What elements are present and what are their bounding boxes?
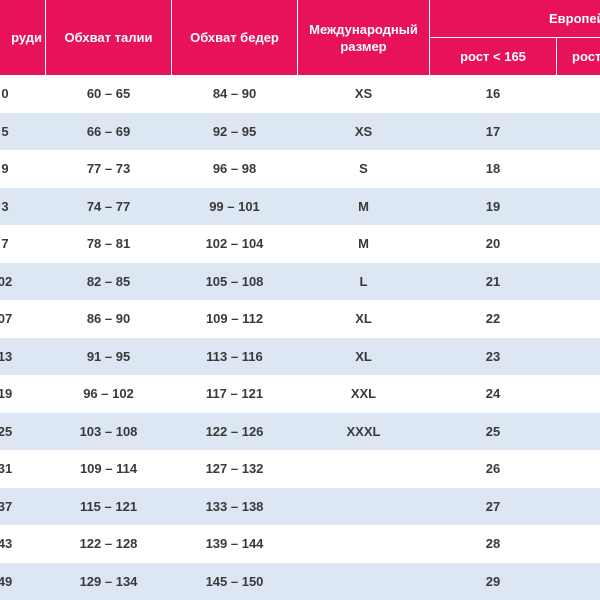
table-cell: 133 – 138 xyxy=(205,498,264,514)
table-cell: 92 – 95 xyxy=(212,123,257,139)
table-cell: 77 – 73 xyxy=(86,161,131,177)
header-cell: рост < 165 xyxy=(460,49,526,64)
table-cell: 31 xyxy=(0,461,13,477)
table-cell: 86 – 90 xyxy=(86,311,131,327)
table-cell: 78 – 81 xyxy=(86,236,131,252)
table-cell: 60 – 65 xyxy=(86,86,131,102)
table-row: 9 77 – 73 96 – 98 S 18 xyxy=(0,150,600,188)
table-cell: 7 xyxy=(1,236,9,252)
table-cell: 22 xyxy=(485,311,501,327)
table-cell: 109 – 114 xyxy=(79,461,138,477)
table-cell: 25 xyxy=(0,423,13,439)
table-cell: 23 xyxy=(485,348,501,364)
table-cell: 139 – 144 xyxy=(205,536,264,552)
table-cell: 122 – 126 xyxy=(205,423,264,439)
table-cell: XS xyxy=(354,86,373,102)
table-cell: XS xyxy=(354,123,373,139)
table-cell: 20 xyxy=(485,236,501,252)
header-cell: руди xyxy=(11,30,42,45)
table-cell: 117 – 121 xyxy=(205,386,264,402)
table-cell: M xyxy=(358,198,369,214)
table-cell: 66 – 69 xyxy=(86,123,131,139)
table-cell: 07 xyxy=(0,311,13,327)
table-cell: 27 xyxy=(485,498,501,514)
table-cell: 24 xyxy=(485,386,501,402)
table-cell: 74 – 77 xyxy=(86,198,131,214)
table-cell: 105 – 108 xyxy=(205,273,264,289)
table-cell: S xyxy=(359,161,368,177)
table-cell: 129 – 134 xyxy=(79,573,138,589)
table-row: 43 122 – 128 139 – 144 28 xyxy=(0,525,600,563)
table-cell: 127 – 132 xyxy=(205,461,264,477)
table-cell: 96 – 102 xyxy=(83,386,134,402)
header-cell: Обхват талии xyxy=(64,30,153,45)
table-row: 25 103 – 108 122 – 126 XXXL 25 xyxy=(0,412,600,450)
table-cell: M xyxy=(358,236,369,252)
table-cell: L xyxy=(359,273,368,289)
table-row: 3 74 – 77 99 – 101 M 19 xyxy=(0,187,600,225)
table-row: 13 91 – 95 113 – 116 XL 23 xyxy=(0,337,600,375)
table-cell: 17 xyxy=(485,123,501,139)
divider xyxy=(429,0,430,75)
table-cell: 109 – 112 xyxy=(205,311,264,327)
table-cell: 18 xyxy=(485,161,501,177)
header-cell: Международный размер xyxy=(309,21,418,54)
table-cell: 16 xyxy=(485,86,501,102)
table-cell: 43 xyxy=(0,536,13,552)
table-cell: 37 xyxy=(0,498,13,514)
table-cell: 103 – 108 xyxy=(79,423,138,439)
table-cell: 0 xyxy=(1,86,9,102)
table-cell: 13 xyxy=(0,348,13,364)
table-cell: 96 – 98 xyxy=(212,161,257,177)
table-cell: 9 xyxy=(1,161,9,177)
table-row: 7 78 – 81 102 – 104 M 20 xyxy=(0,225,600,263)
table-cell: 122 – 128 xyxy=(79,536,138,552)
table-row: 49 129 – 134 145 – 150 29 xyxy=(0,562,600,600)
table-cell: 21 xyxy=(485,273,501,289)
divider xyxy=(171,0,172,75)
table-cell: 84 – 90 xyxy=(212,86,257,102)
header-cell: Европей xyxy=(549,11,600,26)
divider xyxy=(45,0,46,75)
table-cell: 5 xyxy=(1,123,9,139)
divider xyxy=(556,37,557,75)
header-cell: рост xyxy=(572,49,600,64)
table-cell: 25 xyxy=(485,423,501,439)
table-cell: 145 – 150 xyxy=(205,573,264,589)
table-cell: XXL xyxy=(350,386,377,402)
table-row: 5 66 – 69 92 – 95 XS 17 xyxy=(0,112,600,150)
table-cell: XL xyxy=(355,311,372,327)
table-cell: XXXL xyxy=(346,423,381,439)
table-row: 02 82 – 85 105 – 108 L 21 xyxy=(0,262,600,300)
header-cell: Обхват бедер xyxy=(190,30,279,45)
divider xyxy=(430,37,600,38)
table-cell: 49 xyxy=(0,573,13,589)
table-row: 31 109 – 114 127 – 132 26 xyxy=(0,450,600,488)
table-cell: 102 – 104 xyxy=(205,236,264,252)
table-cell: XL xyxy=(355,348,372,364)
table-row: 0 60 – 65 84 – 90 XS 16 xyxy=(0,75,600,113)
table-cell: 26 xyxy=(485,461,501,477)
table-cell: 28 xyxy=(485,536,501,552)
table-cell: 29 xyxy=(485,573,501,589)
table-cell: 3 xyxy=(1,198,9,214)
table-row: 37 115 – 121 133 – 138 27 xyxy=(0,487,600,525)
table-cell: 113 – 116 xyxy=(206,348,263,364)
table-row: 07 86 – 90 109 – 112 XL 22 xyxy=(0,300,600,338)
table-cell: 19 xyxy=(485,198,501,214)
table-cell: 115 – 121 xyxy=(79,498,138,514)
table-row: 19 96 – 102 117 – 121 XXL 24 xyxy=(0,375,600,413)
table-cell: 99 – 101 xyxy=(209,198,260,214)
table-cell: 02 xyxy=(0,273,13,289)
divider xyxy=(297,0,298,75)
table-cell: 82 – 85 xyxy=(86,273,131,289)
table-cell: 91 – 95 xyxy=(86,348,131,364)
table-cell: 19 xyxy=(0,386,13,402)
